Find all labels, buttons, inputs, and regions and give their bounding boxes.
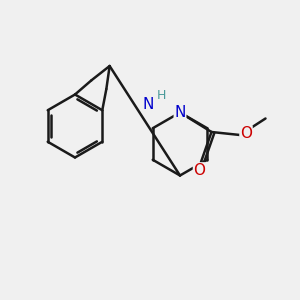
Text: N: N (142, 97, 154, 112)
Text: O: O (240, 126, 252, 141)
Text: H: H (157, 89, 166, 102)
Text: O: O (194, 163, 206, 178)
Text: N: N (174, 105, 186, 120)
